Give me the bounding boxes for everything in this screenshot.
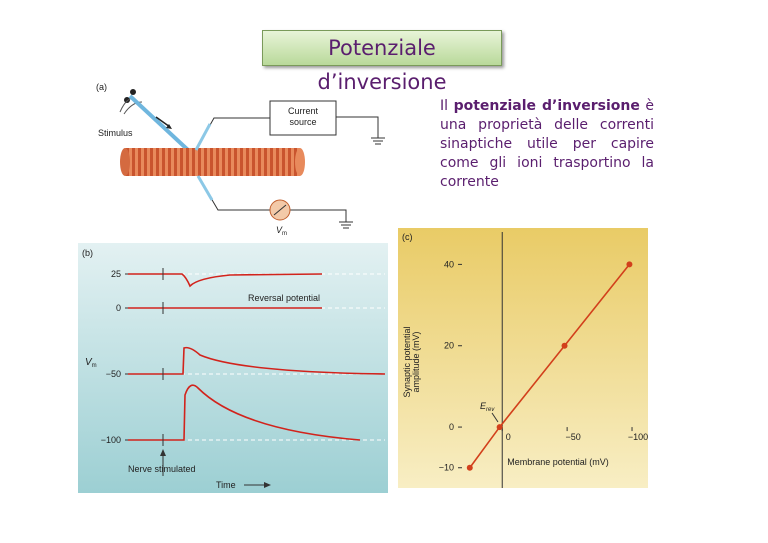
x-axis-label: Membrane potential (mV): [507, 457, 609, 467]
annotation-main: E: [480, 401, 487, 411]
time-label: Time: [216, 480, 236, 490]
reversal-label: Reversal potential: [248, 293, 320, 303]
annotation-pointer: [491, 412, 499, 423]
panel-label: (c): [402, 232, 413, 242]
description: Il potenziale d’inversione è una proprie…: [440, 97, 654, 192]
tick-label: 0: [116, 303, 121, 313]
panel-label: (a): [96, 82, 107, 92]
x-tick-label: 0: [506, 432, 511, 442]
figure-a: (a) Stimulus Current source Vm: [96, 82, 385, 237]
y-axis-label: amplitude (mV): [411, 331, 421, 392]
nerve-label: Nerve stimulated: [128, 464, 196, 474]
slide-title: Potenziale d’inversione: [262, 30, 502, 94]
data-point: [561, 342, 568, 349]
tick-label: −50: [106, 369, 121, 379]
source-label: Current: [288, 106, 319, 116]
tick-label: −100: [101, 435, 121, 445]
panel-label: (b): [82, 248, 93, 258]
y-axis-label: Synaptic potential: [402, 326, 412, 397]
data-point: [466, 464, 473, 471]
text-bold: potenziale d’inversione: [453, 98, 640, 114]
figure-b: (b) 25 0 −50 −100 Vm Reversal potential …: [78, 243, 388, 493]
text-rest: è una proprietà delle correnti sinaptich…: [440, 98, 654, 190]
data-point: [496, 424, 503, 431]
y-tick-label: −10: [439, 463, 454, 473]
data-point: [626, 261, 633, 268]
stimulus-label: Stimulus: [98, 128, 133, 138]
y-tick-label: 20: [444, 341, 454, 351]
tick-label: 25: [111, 269, 121, 279]
annotation: Erev: [480, 401, 495, 413]
data-line: [469, 263, 631, 469]
y-tick-label: 40: [444, 259, 454, 269]
vm-label: Vm: [276, 225, 287, 237]
x-tick-label: −100: [628, 432, 648, 442]
x-tick-label: −50: [565, 432, 580, 442]
text-start: Il: [440, 98, 449, 114]
annotation-sub: rev: [486, 407, 495, 413]
y-tick-label: 0: [449, 422, 454, 432]
y-label: Vm: [85, 357, 97, 369]
source-label: source: [289, 117, 316, 127]
